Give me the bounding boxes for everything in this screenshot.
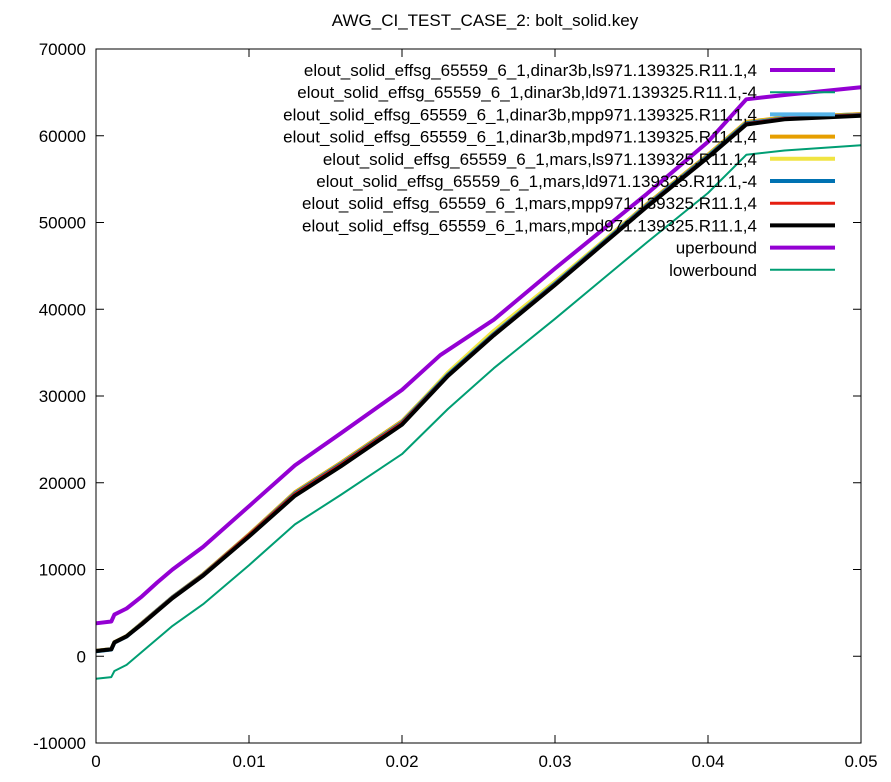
x-tick-label: 0.05 xyxy=(844,752,877,771)
legend-label: elout_solid_effsg_65559_6_1,mars,mpd971.… xyxy=(302,216,757,235)
y-tick-label: 50000 xyxy=(39,214,86,233)
legend-label: elout_solid_effsg_65559_6_1,dinar3b,mpp9… xyxy=(283,105,757,124)
x-tick-label: 0.02 xyxy=(385,752,418,771)
legend-label: lowerbound xyxy=(669,261,757,280)
legend: elout_solid_effsg_65559_6_1,dinar3b,ls97… xyxy=(283,61,835,280)
y-tick-label: 0 xyxy=(77,647,86,666)
legend-label: elout_solid_effsg_65559_6_1,dinar3b,ls97… xyxy=(304,61,757,80)
series-line-8 xyxy=(95,85,862,626)
tick-layer: 0 0.01 0.02 0.03 0.04 0.05 -10000 0 10000 20000 30… xyxy=(33,40,877,771)
x-tick-label: 0.04 xyxy=(691,752,724,771)
x-tick-label: 0.03 xyxy=(538,752,571,771)
series-line-9 xyxy=(95,144,862,680)
legend-label: elout_solid_effsg_65559_6_1,mars,mpp971.… xyxy=(302,194,757,213)
x-tick-label: 0.01 xyxy=(232,752,265,771)
x-tick-label: 0 xyxy=(91,752,100,771)
y-tick-label: 10000 xyxy=(39,561,86,580)
chart-title: AWG_CI_TEST_CASE_2: bolt_solid.key xyxy=(332,11,639,30)
series-layer xyxy=(95,85,862,680)
series-line-7 xyxy=(95,113,862,653)
y-tick-label: 20000 xyxy=(39,474,86,493)
legend-label: elout_solid_effsg_65559_6_1,dinar3b,ld97… xyxy=(297,83,757,102)
y-tick-label: 40000 xyxy=(39,300,86,319)
legend-label: elout_solid_effsg_65559_6_1,dinar3b,mpd9… xyxy=(283,128,757,147)
y-tick-label: -10000 xyxy=(33,734,86,753)
y-tick-label: 70000 xyxy=(39,40,86,59)
y-tick-label: 60000 xyxy=(39,127,86,146)
legend-label: elout_solid_effsg_65559_6_1,mars,ls971.1… xyxy=(323,150,757,169)
legend-label: uperbound xyxy=(676,239,757,258)
legend-label: elout_solid_effsg_65559_6_1,mars,ld971.1… xyxy=(316,172,757,191)
y-tick-label: 30000 xyxy=(39,387,86,406)
